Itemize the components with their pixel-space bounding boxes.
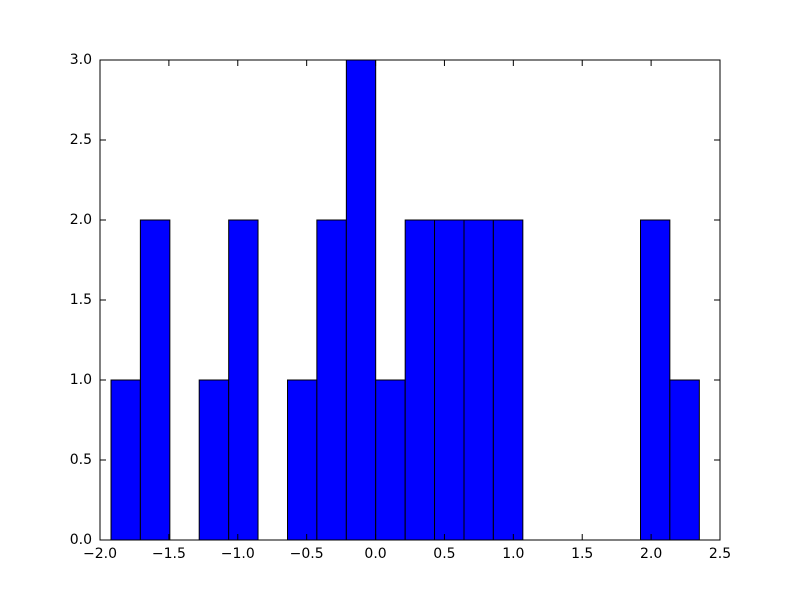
bar bbox=[463, 219, 494, 541]
bar bbox=[345, 59, 377, 541]
x-tick-label: 0.5 bbox=[433, 546, 455, 562]
x-tick-label: 0.0 bbox=[364, 546, 386, 562]
bar bbox=[198, 379, 230, 541]
x-tick-label: 2.0 bbox=[640, 546, 662, 562]
y-tick-label: 0.5 bbox=[70, 452, 92, 468]
x-tick-label: −1.0 bbox=[221, 546, 255, 562]
y-tick-label: 2.5 bbox=[70, 132, 92, 148]
bar bbox=[640, 219, 671, 541]
x-tick-label: −1.5 bbox=[152, 546, 186, 562]
y-tick-label: 1.5 bbox=[70, 292, 92, 308]
x-tick-label: −2.0 bbox=[83, 546, 117, 562]
y-tick-label: 2.0 bbox=[70, 212, 92, 228]
x-tick-label: −0.5 bbox=[290, 546, 324, 562]
bar bbox=[492, 219, 524, 541]
bar bbox=[287, 379, 318, 541]
x-tick-label: 1.5 bbox=[571, 546, 593, 562]
bar bbox=[228, 219, 259, 541]
bar bbox=[110, 379, 141, 541]
y-tick-label: 0.0 bbox=[70, 532, 92, 548]
bar bbox=[434, 219, 465, 541]
y-tick-label: 3.0 bbox=[70, 52, 92, 68]
bar bbox=[316, 219, 347, 541]
bar bbox=[375, 379, 406, 541]
x-tick-label: 2.5 bbox=[709, 546, 731, 562]
x-tick-label: 1.0 bbox=[502, 546, 524, 562]
y-tick-label: 1.0 bbox=[70, 372, 92, 388]
bar bbox=[669, 379, 700, 541]
bar bbox=[404, 219, 436, 541]
bar bbox=[139, 219, 171, 541]
